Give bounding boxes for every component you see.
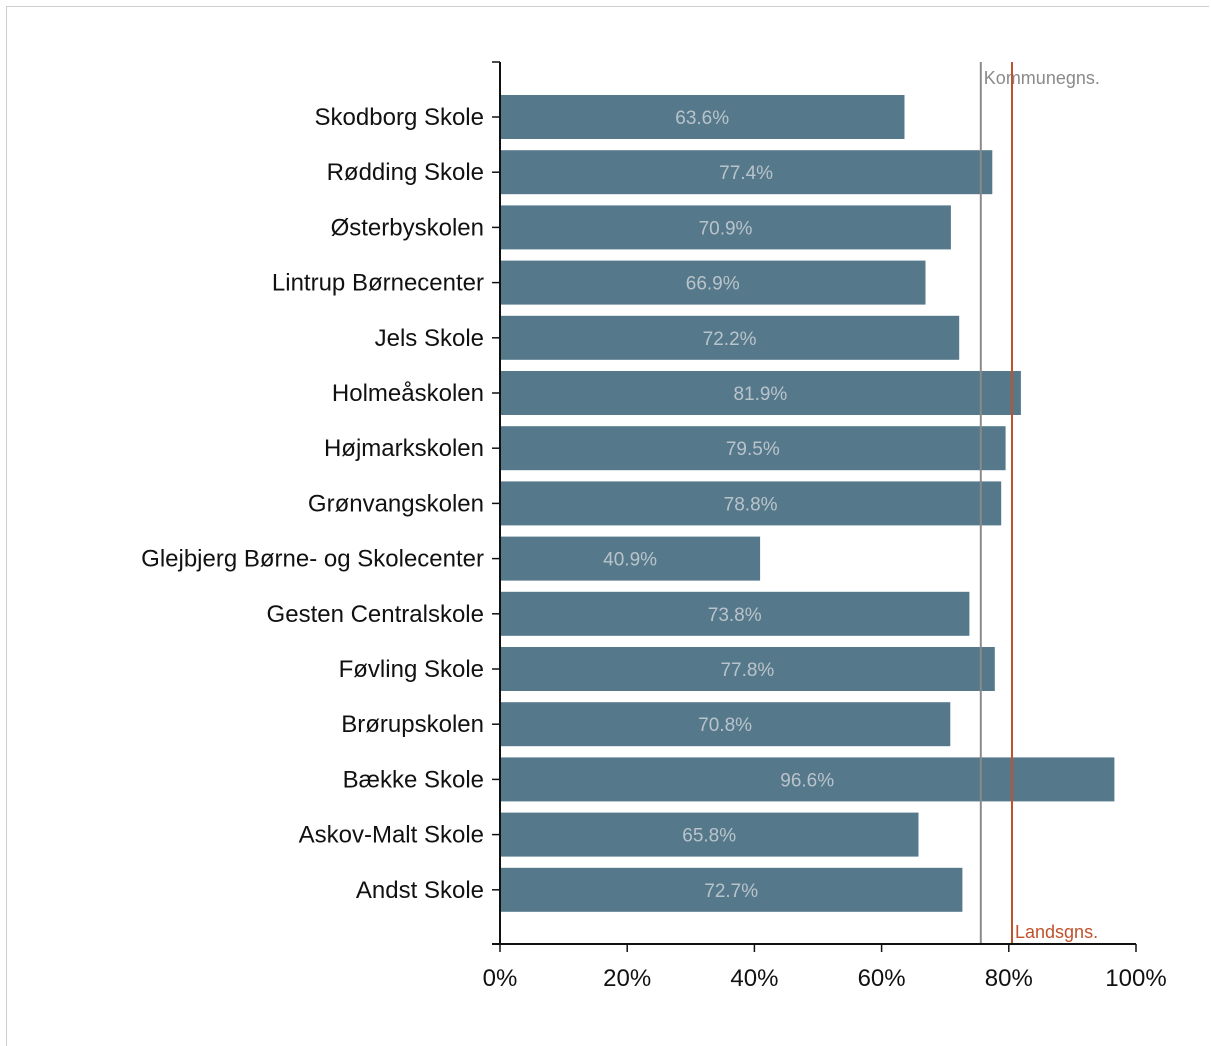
category-label-3: Lintrup Børnecenter: [272, 270, 484, 297]
data-label-3: 66.9%: [686, 274, 740, 295]
data-label-13: 65.8%: [682, 826, 736, 847]
x-tick-label-4: 80%: [985, 965, 1033, 992]
data-label-14: 72.7%: [704, 881, 758, 902]
category-label-12: Bække Skole: [343, 766, 484, 793]
data-label-7: 78.8%: [724, 494, 778, 515]
category-label-8: Glejbjerg Børne- og Skolecenter: [141, 546, 484, 573]
data-label-12: 96.6%: [780, 770, 834, 791]
x-tick-label-2: 40%: [730, 965, 778, 992]
x-tick-label-5: 100%: [1105, 965, 1166, 992]
category-label-9: Gesten Centralskole: [267, 601, 484, 628]
data-label-8: 40.9%: [603, 550, 657, 571]
data-label-9: 73.8%: [708, 605, 762, 626]
bar-0: [501, 95, 905, 139]
x-tick-label-1: 20%: [603, 965, 651, 992]
category-label-0: Skodborg Skole: [315, 104, 484, 131]
category-label-6: Højmarkskolen: [324, 435, 484, 462]
data-label-11: 70.8%: [698, 715, 752, 736]
bar-14: [501, 867, 963, 912]
bar-1: [501, 150, 993, 195]
bar-11: [501, 702, 951, 747]
data-label-2: 70.9%: [699, 218, 753, 239]
category-label-14: Andst Skole: [356, 877, 484, 904]
data-label-5: 81.9%: [733, 384, 787, 405]
bar-10: [501, 647, 995, 691]
bar-6: [501, 426, 1006, 471]
bar-4: [501, 315, 960, 360]
bar-7: [501, 481, 1002, 526]
axes-layer: Skodborg Skole Rødding Skole Østerbyskolen…: [141, 61, 1167, 992]
x-tick-label-3: 60%: [858, 965, 906, 992]
bar-3: [501, 260, 926, 305]
bar-9: [501, 591, 970, 636]
category-label-13: Askov-Malt Skole: [299, 822, 484, 849]
bar-13: [501, 812, 919, 857]
category-label-2: Østerbyskolen: [331, 214, 484, 241]
data-label-0: 63.6%: [675, 108, 729, 129]
category-label-10: Føvling Skole: [339, 656, 484, 683]
category-label-5: Holmeåskolen: [332, 380, 484, 407]
bar-2: [501, 205, 951, 250]
bar-8: [501, 536, 761, 581]
data-label-6: 79.5%: [726, 439, 780, 460]
reference-line-label-1: Landsgns.: [1015, 922, 1098, 942]
category-label-4: Jels Skole: [375, 325, 484, 352]
reference-lines-layer: Kommunegns. Landsgns.: [979, 62, 1100, 944]
category-label-1: Rødding Skole: [327, 159, 484, 186]
data-label-10: 77.8%: [720, 660, 774, 681]
data-label-4: 72.2%: [703, 329, 757, 350]
category-label-11: Brørupskolen: [341, 711, 484, 738]
bars-layer: 63.6% 77.4% 70.9% 66.9% 72.2% 81.9% 79.5% 78.8%…: [501, 95, 1115, 912]
data-label-1: 77.4%: [719, 163, 773, 184]
category-label-7: Grønvangskolen: [308, 490, 484, 517]
bar-5: [501, 371, 1021, 415]
x-tick-label-0: 0%: [483, 965, 518, 992]
reference-line-label-0: Kommunegns.: [984, 68, 1100, 88]
